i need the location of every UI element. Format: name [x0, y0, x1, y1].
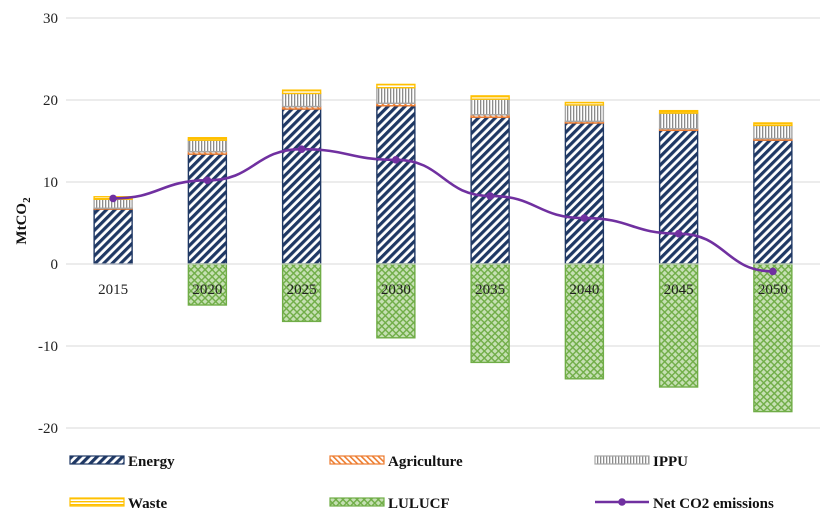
- legend: Energy Agriculture IPPU Waste LULUCF Net CO2 …: [69, 454, 774, 512]
- bar-ippu-2045: [658, 112, 699, 130]
- x-tick-label: 2020: [192, 282, 222, 298]
- x-tick-label: 2040: [569, 282, 599, 298]
- bar-waste-2025: [281, 89, 322, 95]
- x-axis-ticks: 2015 2020 2025 2030 2035 2040 2045 2050: [98, 282, 788, 298]
- legend-item-lulucf: LULUCF: [329, 496, 450, 512]
- bars: [93, 83, 793, 413]
- bar-lulucf-2035: [470, 263, 510, 364]
- net-emissions-point-2030: [392, 156, 400, 164]
- net-emissions-point-2015: [109, 194, 117, 203]
- bar-energy-2050: [753, 139, 793, 265]
- bar-energy-2030: [376, 105, 416, 265]
- bar-lulucf-2020: [187, 263, 228, 306]
- bar-energy-2040: [564, 122, 605, 265]
- y-tick-label: -10: [38, 339, 58, 355]
- legend-item-waste: Waste: [69, 496, 168, 512]
- legend-swatch: [329, 455, 385, 465]
- legend-swatch: [329, 497, 385, 507]
- x-tick-label: 2050: [758, 282, 788, 298]
- net-emissions-point-2025: [297, 145, 306, 153]
- bar-ippu-2040: [564, 104, 605, 123]
- y-tick-label: 0: [51, 257, 59, 273]
- legend-swatch: [594, 455, 650, 465]
- y-tick-label: -20: [38, 421, 58, 437]
- bar-waste-2050: [753, 122, 793, 127]
- bar-ippu-2050: [753, 124, 793, 140]
- x-tick-label: 2025: [287, 282, 317, 298]
- legend-item-agriculture: Agriculture: [329, 454, 463, 470]
- legend-swatch: [69, 497, 125, 507]
- legend-label: Net CO2 emissions: [653, 496, 774, 512]
- legend-label: Waste: [128, 496, 168, 512]
- bar-ippu-2020: [187, 139, 228, 153]
- legend-label: LULUCF: [388, 496, 450, 512]
- x-tick-label: 2045: [664, 282, 694, 298]
- legend-item-ippu: IPPU: [594, 454, 688, 470]
- bar-waste-2035: [470, 95, 510, 100]
- y-tick-label: 20: [43, 93, 58, 109]
- net-emissions-point-2020: [203, 176, 212, 185]
- bar-energy-2020: [187, 153, 228, 265]
- net-emissions-point-2035: [486, 192, 494, 200]
- y-axis-ticks: 30 20 10 0 -10 -20: [38, 11, 58, 437]
- bar-waste-2030: [376, 83, 416, 89]
- y-tick-label: 10: [43, 175, 58, 191]
- net-emissions-line: [109, 145, 777, 276]
- bar-energy-2015: [93, 208, 133, 265]
- bar-ippu-2035: [470, 98, 510, 116]
- net-emissions-point-2040: [580, 214, 589, 222]
- x-tick-label: 2015: [98, 282, 128, 298]
- legend-label: Energy: [128, 454, 175, 470]
- legend-label: Agriculture: [388, 454, 463, 470]
- bar-lulucf-2030: [376, 263, 416, 339]
- bar-waste-2020: [187, 137, 228, 141]
- gridlines: [66, 17, 820, 429]
- x-tick-label: 2035: [475, 282, 505, 298]
- y-axis-title: MtCO2: [14, 197, 33, 245]
- x-tick-label: 2030: [381, 282, 411, 298]
- legend-swatch: [69, 455, 125, 465]
- bar-ippu-2030: [376, 86, 416, 104]
- bar-waste-2040: [564, 101, 605, 106]
- bar-waste-2045: [658, 109, 699, 114]
- bar-ippu-2025: [281, 92, 322, 108]
- bar-lulucf-2045: [658, 263, 699, 388]
- legend-marker: [618, 498, 626, 506]
- y-tick-label: 30: [43, 11, 58, 27]
- bar-energy-2025: [281, 108, 322, 265]
- bar-lulucf-2050: [753, 263, 793, 413]
- net-emissions-point-2045: [674, 229, 683, 238]
- bar-energy-2035: [470, 116, 510, 265]
- legend-label: IPPU: [653, 454, 688, 470]
- legend-item-energy: Energy: [69, 454, 175, 470]
- net-emissions-path: [113, 147, 773, 273]
- net-emissions-point-2050: [769, 267, 777, 276]
- bar-lulucf-2040: [564, 263, 605, 380]
- bar-energy-2045: [658, 129, 699, 265]
- legend-item-net-co2-emissions: Net CO2 emissions: [595, 496, 774, 512]
